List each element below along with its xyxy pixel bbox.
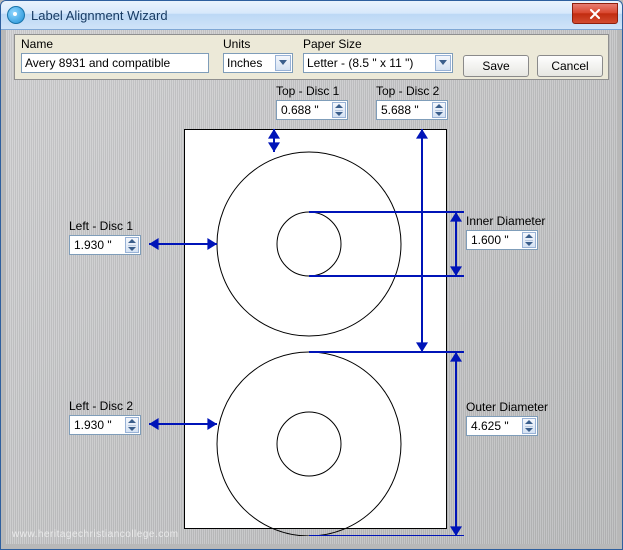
top-disc-2-input[interactable]: 5.688 " [376, 100, 448, 120]
settings-panel: Name Avery 8931 and compatible Units Inc… [14, 34, 609, 80]
diagram-area: Top - Disc 1 0.688 " Top - Disc 2 5.688 … [14, 84, 609, 536]
paper-preview [184, 129, 447, 529]
spinner-arrows-icon [332, 102, 346, 118]
top-disc-1-label: Top - Disc 1 [276, 84, 339, 98]
spinner-arrows-icon [125, 417, 139, 433]
paper-size-label: Paper Size [303, 37, 362, 51]
paper-size-select[interactable]: Letter - (8.5 " x 11 ") [303, 53, 453, 73]
left-disc-1-value: 1.930 " [74, 238, 112, 252]
outer-diameter-input[interactable]: 4.625 " [466, 416, 538, 436]
units-value: Inches [227, 56, 262, 70]
inner-diameter-label: Inner Diameter [466, 214, 545, 228]
cancel-button[interactable]: Cancel [537, 55, 603, 77]
client-area: Name Avery 8931 and compatible Units Inc… [6, 30, 617, 544]
window: Label Alignment Wizard Name Avery 8931 a… [0, 0, 623, 550]
inner-diameter-input[interactable]: 1.600 " [466, 230, 538, 250]
outer-diameter-label: Outer Diameter [466, 400, 548, 414]
save-button-label: Save [482, 59, 509, 73]
left-disc-1-input[interactable]: 1.930 " [69, 235, 141, 255]
units-label: Units [223, 37, 250, 51]
spinner-arrows-icon [522, 232, 536, 248]
paper-size-value: Letter - (8.5 " x 11 ") [307, 56, 413, 70]
watermark: www.heritagechristiancollege.com [12, 529, 179, 540]
left-disc-1-label: Left - Disc 1 [69, 219, 133, 233]
spinner-arrows-icon [432, 102, 446, 118]
top-disc-1-input[interactable]: 0.688 " [276, 100, 348, 120]
top-disc-2-value: 5.688 " [381, 103, 419, 117]
cancel-button-label: Cancel [551, 59, 588, 73]
name-field[interactable]: Avery 8931 and compatible [21, 53, 209, 73]
inner-diameter-value: 1.600 " [471, 233, 509, 247]
outer-diameter-value: 4.625 " [471, 419, 509, 433]
name-field-value: Avery 8931 and compatible [25, 56, 170, 70]
name-label: Name [21, 37, 53, 51]
chevron-down-icon [435, 55, 451, 71]
left-disc-2-label: Left - Disc 2 [69, 399, 133, 413]
chevron-down-icon [275, 55, 291, 71]
top-disc-1-value: 0.688 " [281, 103, 319, 117]
app-icon [7, 6, 25, 24]
window-title: Label Alignment Wizard [31, 8, 168, 23]
left-disc-2-input[interactable]: 1.930 " [69, 415, 141, 435]
left-disc-2-value: 1.930 " [74, 418, 112, 432]
save-button[interactable]: Save [463, 55, 529, 77]
spinner-arrows-icon [522, 418, 536, 434]
close-icon [589, 9, 601, 19]
titlebar: Label Alignment Wizard [1, 1, 622, 30]
close-button[interactable] [572, 3, 618, 24]
units-select[interactable]: Inches [223, 53, 293, 73]
spinner-arrows-icon [125, 237, 139, 253]
top-disc-2-label: Top - Disc 2 [376, 84, 439, 98]
